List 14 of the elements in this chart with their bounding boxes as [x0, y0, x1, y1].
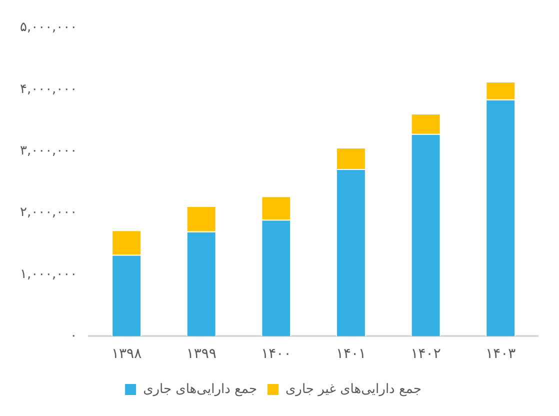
legend-label: جمع دارایی‌های جاری	[143, 382, 258, 397]
y-tick-label: ۰	[70, 328, 78, 344]
x-tick-label: ۱۴۰۲	[410, 346, 441, 362]
x-tick-label: ۱۳۹۸	[112, 346, 142, 362]
y-tick-label: ۵,۰۰۰,۰۰۰	[20, 20, 78, 36]
x-tick-label: ۱۴۰۱	[336, 346, 366, 362]
x-tick-label: ۱۳۹۹	[186, 346, 216, 362]
y-tick-label: ۲,۰۰۰,۰۰۰	[20, 205, 78, 220]
x-tick-label: ۱۴۰۳	[486, 346, 516, 362]
legend-label: جمع دارایی‌های غیر جاری	[285, 382, 422, 397]
x-tick-label: ۱۴۰۰	[261, 346, 292, 362]
y-tick-label: ۴,۰۰۰,۰۰۰	[20, 82, 78, 97]
y-tick-label: ۱,۰۰۰,۰۰۰	[20, 266, 78, 282]
y-tick-label: ۳,۰۰۰,۰۰۰	[20, 144, 78, 159]
